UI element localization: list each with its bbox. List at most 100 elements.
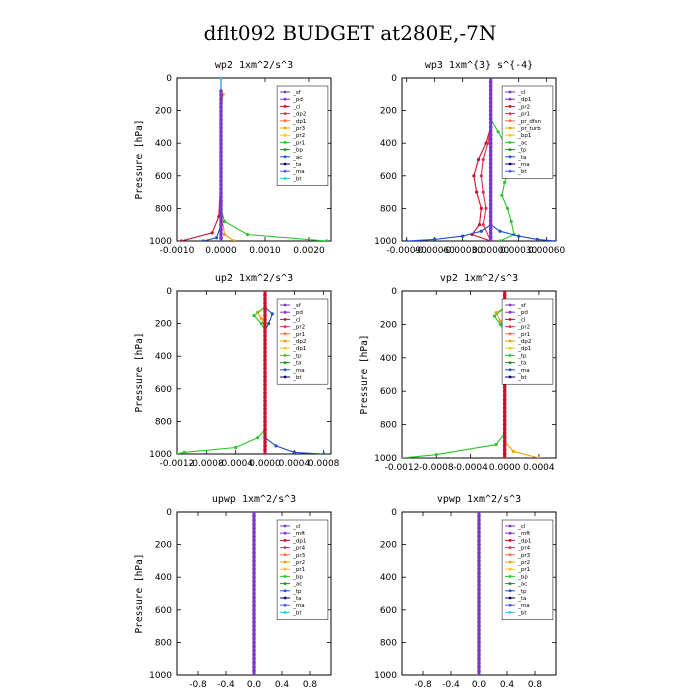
- plot-frame: [401, 77, 557, 242]
- budget-point: [252, 640, 256, 645]
- budget-point: [488, 222, 493, 227]
- budget-point: [219, 211, 223, 216]
- budget-point: [477, 648, 481, 653]
- series-point-_bt: [219, 78, 223, 80]
- budget-point: [488, 198, 493, 203]
- budget-point: [219, 203, 223, 207]
- budget-point: [488, 145, 493, 150]
- budget-point: [477, 673, 481, 675]
- series-point-_tp: [554, 239, 556, 241]
- legend-marker: [283, 611, 287, 614]
- series-point-_bp1: [505, 206, 510, 210]
- legend-entry: _ma: [292, 368, 304, 374]
- legend-entry: _bp: [292, 148, 303, 154]
- budget-point: [252, 599, 256, 604]
- series-point-_dp1: [177, 452, 179, 454]
- legend-marker: [283, 546, 287, 549]
- budget-point: [219, 142, 223, 146]
- budget-point: [252, 567, 256, 571]
- legend-marker: [508, 126, 512, 130]
- legend-entry: _ma: [517, 162, 529, 168]
- x-tick-label: 0.4: [275, 680, 290, 690]
- budget-point: [263, 439, 267, 444]
- budget-point: [219, 109, 223, 114]
- budget-point: [502, 443, 507, 448]
- x-tick-label: -0.8: [414, 680, 432, 690]
- budget-point: [252, 603, 256, 608]
- legend-entry: _bp1: [517, 133, 531, 139]
- budget-point: [477, 644, 481, 649]
- budget-point: [477, 522, 481, 527]
- budget-point: [252, 644, 256, 649]
- budget-point: [263, 423, 267, 428]
- series-point-_ta: [461, 234, 465, 238]
- legend-entry: _ta: [292, 361, 301, 367]
- budget-point: [263, 346, 267, 350]
- series-point-_pr2: [477, 223, 482, 227]
- budget-point: [488, 239, 493, 241]
- series-point-_pr1: [479, 174, 483, 178]
- x-tick-label: 0.0020: [293, 246, 325, 256]
- legend-marker: [508, 310, 512, 314]
- budget-point: [252, 512, 256, 514]
- y-tick-label: 400: [155, 139, 172, 149]
- x-tick-label: -0.0012: [160, 459, 195, 469]
- budget-point: [477, 591, 481, 596]
- budget-point: [219, 93, 223, 97]
- budget-point: [263, 358, 267, 363]
- legend-marker: [283, 531, 287, 535]
- budget-point: [488, 104, 493, 109]
- budget-point: [488, 137, 493, 141]
- budget-point: [219, 89, 223, 93]
- budget-point: [263, 448, 267, 452]
- budget-point: [263, 350, 267, 354]
- series-point-_dp1: [494, 443, 498, 447]
- series-point-_dp1: [498, 322, 502, 326]
- series-point-_tp: [270, 312, 274, 316]
- budget-point: [263, 338, 267, 342]
- series-point-_ta: [215, 236, 219, 240]
- budget-point: [219, 178, 223, 183]
- budget-point: [477, 526, 481, 531]
- panel-wp2: wp2 1xm^2/s^3 0 200 400 600 800 1000-0.0010 0.0…: [134, 60, 332, 256]
- budget-point: [252, 538, 256, 543]
- budget-point: [263, 370, 267, 375]
- legend-entry: _pr1: [292, 567, 305, 573]
- legend-entry: _bt: [292, 375, 302, 381]
- budget-point: [252, 518, 256, 522]
- legend-marker: [283, 119, 287, 123]
- y-tick-label: 600: [155, 606, 172, 616]
- legend-entry: _bt: [517, 375, 527, 381]
- budget-point: [502, 452, 507, 456]
- legend-entry: _cl: [292, 104, 301, 110]
- legend-marker: [283, 126, 287, 130]
- budget-point: [252, 555, 256, 559]
- legend-marker: [283, 567, 287, 571]
- series-point-_pr1: [325, 239, 329, 241]
- y-tick-label: 0: [391, 508, 397, 518]
- budget-point: [252, 522, 256, 527]
- legend-marker: [283, 575, 287, 578]
- budget-point: [263, 391, 267, 395]
- legend-entry: _ma: [292, 169, 304, 175]
- budget-point: [488, 84, 493, 88]
- legend-entry: _pr4: [292, 546, 306, 552]
- budget-point: [502, 426, 507, 431]
- y-tick-label: 400: [380, 139, 397, 149]
- budget-point: [502, 439, 507, 444]
- legend-entry: _ac: [517, 582, 527, 588]
- x-tick-label: -0.0012: [385, 463, 420, 473]
- plot-area: [179, 78, 329, 241]
- series-point-_pr2: [479, 206, 483, 210]
- budget-point: [263, 334, 267, 338]
- series-point-_bp1: [496, 130, 500, 134]
- series-point-_tp: [292, 450, 296, 454]
- legend-entry: _tp: [517, 589, 527, 595]
- panel-title: upwp 1xm^2/s^3: [212, 494, 296, 505]
- legend-marker: [508, 105, 512, 108]
- series-point-_pr2: [472, 174, 476, 178]
- legend-marker: [508, 368, 512, 372]
- legend-marker: [508, 546, 512, 549]
- budget-point: [263, 301, 267, 306]
